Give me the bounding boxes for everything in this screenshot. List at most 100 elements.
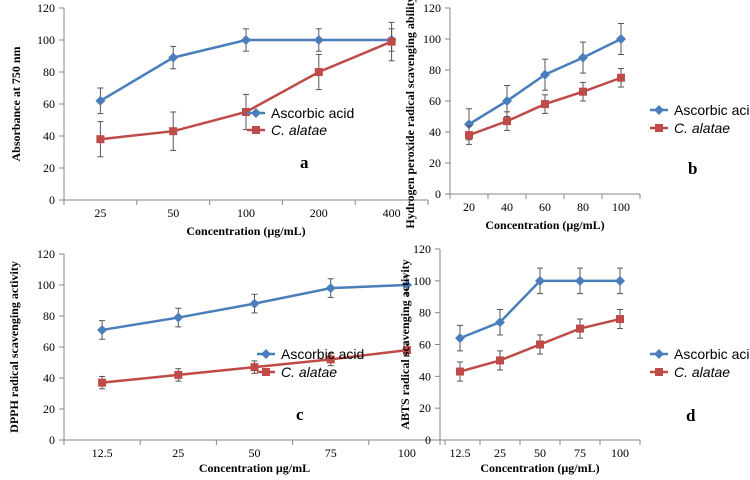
y-tick-label: 0	[435, 187, 441, 201]
series-c-alatae	[96, 21, 396, 158]
chart-panel-a: 0 20 40 60 80 100 120 25 50 100 200 400 Concentratio…	[9, 1, 429, 238]
y-tick-label: 0	[49, 193, 55, 207]
x-tick-label: 25	[172, 446, 184, 460]
series-c-alatae	[456, 308, 624, 382]
x-tick-label: 12.5	[450, 446, 471, 460]
y-tick-label: 80	[429, 63, 441, 77]
legend-label-ascorbic-acid: Ascorbic acid	[281, 346, 364, 362]
legend-marker	[251, 108, 261, 118]
x-axis-title: Concentration (µg/mL)	[480, 461, 599, 475]
y-axis-title: DPPH radical scavenging activity	[7, 261, 21, 433]
y-tick-label: 100	[37, 278, 55, 292]
data-point	[576, 324, 584, 333]
data-point	[536, 340, 544, 349]
y-axis-title: Absorbance at 750 nm	[9, 46, 23, 161]
legend-marker	[252, 126, 260, 134]
chart-panel-b: 0 20 40 60 80 100 120 20 40 60 80 100 Concentration …	[403, 0, 750, 232]
data-point	[496, 356, 504, 365]
x-tick-label: 75	[325, 446, 337, 460]
y-axis-title: ABTS radical scavenging activity	[398, 259, 412, 429]
data-point	[168, 52, 179, 63]
panel-label: c	[296, 405, 304, 424]
data-point	[616, 34, 626, 44]
legend-label-ascorbic-acid: Ascorbic acid	[674, 346, 750, 362]
data-point	[502, 96, 512, 106]
x-tick-label: 100	[611, 446, 629, 460]
data-point	[249, 298, 260, 309]
x-tick-label: 200	[310, 206, 328, 220]
panel-label: d	[686, 406, 696, 425]
data-point	[313, 35, 324, 45]
legend-label-c-alatae: C. alatae	[674, 364, 730, 380]
legend-label-ascorbic-acid: Ascorbic acid	[271, 105, 354, 121]
data-point	[401, 280, 412, 290]
data-point	[95, 95, 106, 106]
y-tick-label: 40	[43, 129, 55, 143]
legend-marker	[262, 368, 270, 376]
x-tick-label: 80	[577, 200, 589, 214]
y-tick-label: 20	[43, 402, 55, 416]
y-tick-label: 80	[43, 65, 55, 79]
data-point	[242, 108, 250, 116]
series-c-alatae	[98, 343, 411, 390]
x-tick-label: 75	[574, 446, 586, 460]
data-point	[578, 52, 588, 63]
series-ascorbic-acid	[97, 275, 412, 340]
data-point	[97, 324, 108, 335]
y-tick-label: 20	[429, 156, 441, 170]
legend: Ascorbic acid C. alatae	[257, 346, 364, 380]
data-point	[387, 37, 396, 46]
data-point	[617, 73, 625, 82]
data-point	[402, 346, 411, 355]
data-point	[456, 367, 464, 376]
y-tick-label: 40	[419, 369, 431, 383]
data-point	[96, 135, 105, 144]
data-point	[465, 131, 473, 140]
x-tick-label: 40	[501, 200, 513, 214]
data-point	[495, 317, 505, 328]
y-tick-label: 120	[37, 1, 55, 15]
legend: Ascorbic acid C. alatae	[650, 346, 750, 380]
x-tick-label: 60	[539, 200, 551, 214]
legend-label-c-alatae: C. alatae	[674, 120, 730, 136]
data-point	[535, 275, 545, 286]
x-axis-title: Concentration (µg/mL)	[186, 224, 305, 238]
legend-marker	[655, 368, 663, 376]
legend-label-ascorbic-acid: Ascorbic acid	[674, 102, 750, 118]
y-tick-label: 20	[419, 401, 431, 415]
y-tick-label: 20	[43, 161, 55, 175]
x-tick-label: 50	[167, 206, 179, 220]
data-point	[455, 333, 465, 344]
x-tick-label: 20	[463, 200, 475, 214]
y-tick-label: 100	[423, 32, 441, 46]
data-point	[615, 275, 625, 286]
data-point	[325, 283, 336, 294]
y-tick-label: 40	[43, 371, 55, 385]
y-tick-label: 0	[425, 433, 431, 447]
data-point	[503, 117, 511, 126]
data-point	[575, 275, 585, 286]
y-axis-title: Hydrogen peroxide radical scavenging abi…	[403, 0, 417, 229]
data-point	[169, 127, 178, 136]
y-tick-label: 120	[37, 247, 55, 261]
legend-marker	[261, 349, 271, 359]
x-axis-title: Concentration µg/mL	[199, 461, 310, 475]
series-ascorbic-acid	[455, 267, 625, 352]
y-tick-label: 80	[419, 306, 431, 320]
legend-label-c-alatae: C. alatae	[281, 364, 337, 380]
x-tick-label: 25	[94, 206, 106, 220]
panel-label: a	[300, 153, 309, 172]
data-point	[250, 363, 259, 372]
y-tick-label: 60	[43, 340, 55, 354]
data-point	[174, 370, 183, 379]
data-point	[98, 378, 107, 387]
data-point	[314, 68, 323, 76]
x-tick-label: 100	[612, 200, 630, 214]
x-axis-title: Concentration (µg/mL)	[485, 218, 604, 232]
series-c-alatae	[465, 67, 625, 145]
x-tick-label: 25	[494, 446, 506, 460]
y-tick-label: 120	[423, 1, 441, 15]
panel-label: b	[688, 159, 697, 178]
data-point	[540, 69, 550, 80]
